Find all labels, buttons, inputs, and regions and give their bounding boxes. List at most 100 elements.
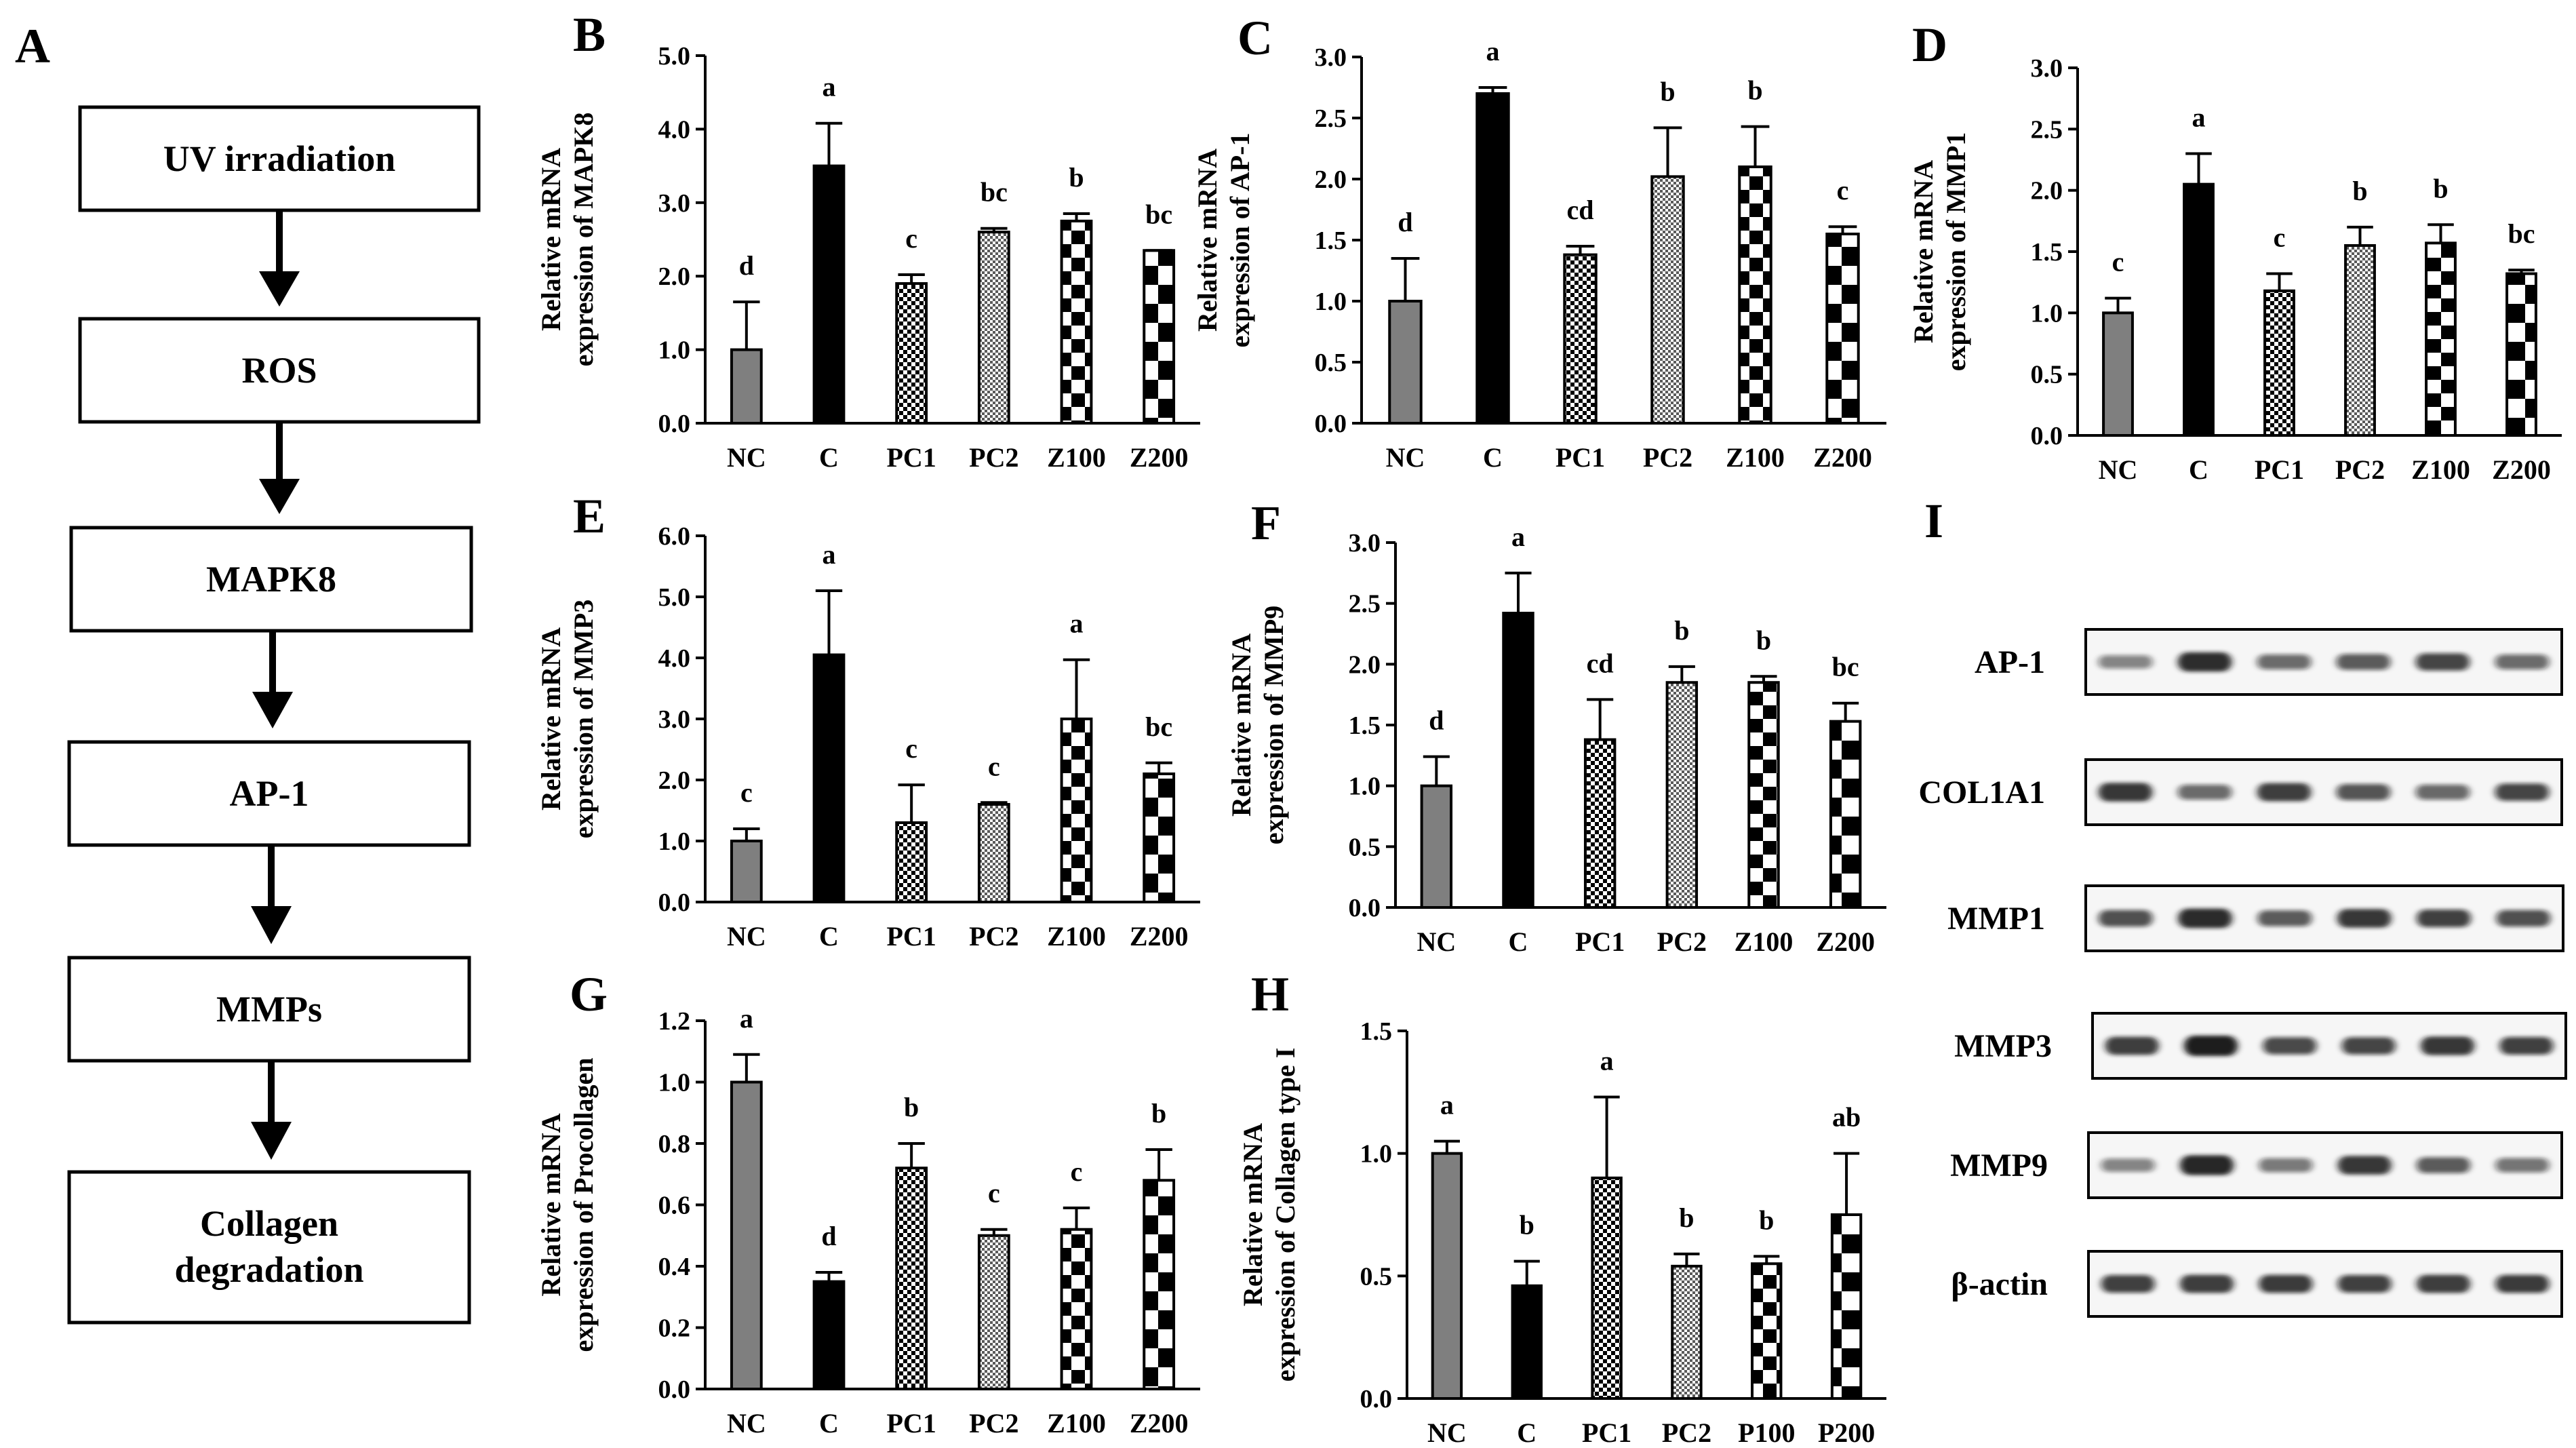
bar-f-z200 [1829,720,1862,909]
y-tick-label: 0.0 [1315,410,1347,438]
x-tick-label: PC2 [1657,926,1707,957]
bar-h-p100 [1751,1262,1783,1401]
bar-d-c [2183,182,2215,437]
blot-strip-4 [2087,1131,2563,1199]
flow-box-ros [78,317,481,424]
bar-g-pc1 [895,1167,928,1390]
blot-band [2495,783,2550,801]
x-tick-label: PC2 [1662,1417,1711,1448]
x-tick-label: PC2 [969,442,1018,473]
x-tick-label: Z200 [1130,442,1189,473]
significance-letter: c [1837,175,1849,206]
bar-e-pc1 [895,821,928,903]
y-tick-label: 3.0 [2031,54,2063,83]
panel-letter-g: G [570,967,608,1021]
y-axis-label-line-2: expression of MAPK8 [568,113,599,367]
x-tick-label: PC2 [969,1408,1018,1439]
x-tick-label: Z100 [1726,442,1785,473]
significance-letter: cd [1567,195,1594,225]
y-tick-label: 2.0 [658,262,691,291]
blot-band [2183,1036,2238,1056]
significance-letter: c [740,777,753,808]
blot-band [2495,1274,2550,1293]
x-tick-label: Z100 [1735,926,1794,957]
blot-band [2336,784,2391,800]
blot-band [2263,1037,2317,1055]
flow-arrow-2 [259,423,300,514]
x-tick-label: NC [727,921,766,952]
blot-strip-0 [2084,628,2563,696]
x-tick-label: Z100 [1047,1408,1106,1439]
y-axis-label-c: Relative mRNAexpression of AP-1 [1192,132,1255,347]
panel-letter-i: I [1924,494,1943,548]
blot-band [2257,783,2312,802]
y-tick-label: 6.0 [658,522,691,551]
blot-band [2177,785,2232,800]
y-tick-label: 1.5 [1315,227,1347,255]
bar-d-z200 [2505,272,2537,437]
blot-band [2420,1036,2475,1055]
y-tick-label: 3.0 [658,705,691,734]
x-tick-label: NC [727,1408,766,1439]
blot-band [2415,784,2470,800]
chart-panel-c: C Relative mRNAexpression of AP-1 0.0 0.5 1.… [1192,11,1886,473]
y-axis-label-d: Relative mRNAexpression of MMP1 [1908,132,1971,372]
blot-label-0: AP-1 [1975,644,2045,680]
y-axis-label-line-2: expression of MMP3 [568,600,599,839]
blot-band [2337,1156,2392,1175]
y-tick-label: 1.0 [2031,299,2063,328]
y-axis-label-b: Relative mRNAexpression of MAPK8 [536,113,599,367]
blot-strip-3 [2091,1012,2567,1080]
y-axis-label-line-1: Relative mRNA [536,1113,566,1296]
blot-band [2101,1158,2155,1172]
significance-letter: bc [1145,199,1172,229]
blot-band [2257,910,2312,926]
significance-letter: b [1679,1202,1694,1233]
bar-e-nc [730,840,763,903]
blot-band [2336,654,2391,670]
y-axis-label-line-1: Relative mRNA [536,148,566,331]
y-axis-label-f: Relative mRNAexpression of MMP9 [1226,606,1289,845]
chart-panel-b: B Relative mRNAexpression of MAPK8 0.0 1.0 2… [536,7,1200,473]
bar-f-nc [1420,784,1453,909]
significance-letter: c [988,1178,1000,1209]
blot-label-4: MMP9 [1950,1148,2048,1183]
x-tick-label: NC [727,442,766,473]
bar-f-z100 [1747,681,1780,909]
x-tick-label: PC1 [2255,454,2304,485]
y-tick-label: 0.5 [1360,1262,1393,1291]
significance-letter: b [2352,176,2367,206]
significance-letter: a [2192,102,2206,132]
blot-band [2098,655,2153,669]
bar-e-z200 [1143,772,1176,903]
bar-b-nc [730,348,763,425]
y-tick-label: 1.0 [658,1069,691,1097]
bar-c-z200 [1825,233,1860,425]
blot-band [2416,1274,2471,1293]
significance-letter: d [821,1221,836,1251]
flow-arrow-5 [251,1062,292,1160]
x-tick-label: Z200 [2492,454,2551,485]
significance-letter: b [1674,615,1689,646]
y-tick-label: 0.6 [658,1192,691,1220]
y-tick-label: 0.0 [1349,894,1381,922]
significance-letter: b [904,1092,919,1122]
bar-g-pc2 [977,1234,1010,1390]
bar-f-c [1502,612,1534,909]
bar-f-pc1 [1583,738,1617,909]
panel-i-western-blot: I AP-1 COL1A1 MMP1 MMP3 MMP9 β-actin [1918,494,2567,1318]
significance-letter: b [1747,75,1762,106]
blot-band [2257,654,2312,669]
blot-band [2495,1158,2550,1173]
significance-letter: a [1486,36,1500,66]
significance-letter: d [1429,705,1444,736]
bar-g-c [812,1280,846,1390]
panel-letter-b: B [573,7,606,62]
flow-text-line-2: degradation [174,1249,363,1290]
x-tick-label: Z200 [1816,926,1875,957]
chart-panel-d: D Relative mRNAexpression of MMP1 0.0 0.5 1.… [1908,18,2562,485]
chart-panel-h: H Relative mRNAexpression of Collagen typ… [1237,967,1886,1448]
x-tick-label: Z100 [1047,921,1106,952]
